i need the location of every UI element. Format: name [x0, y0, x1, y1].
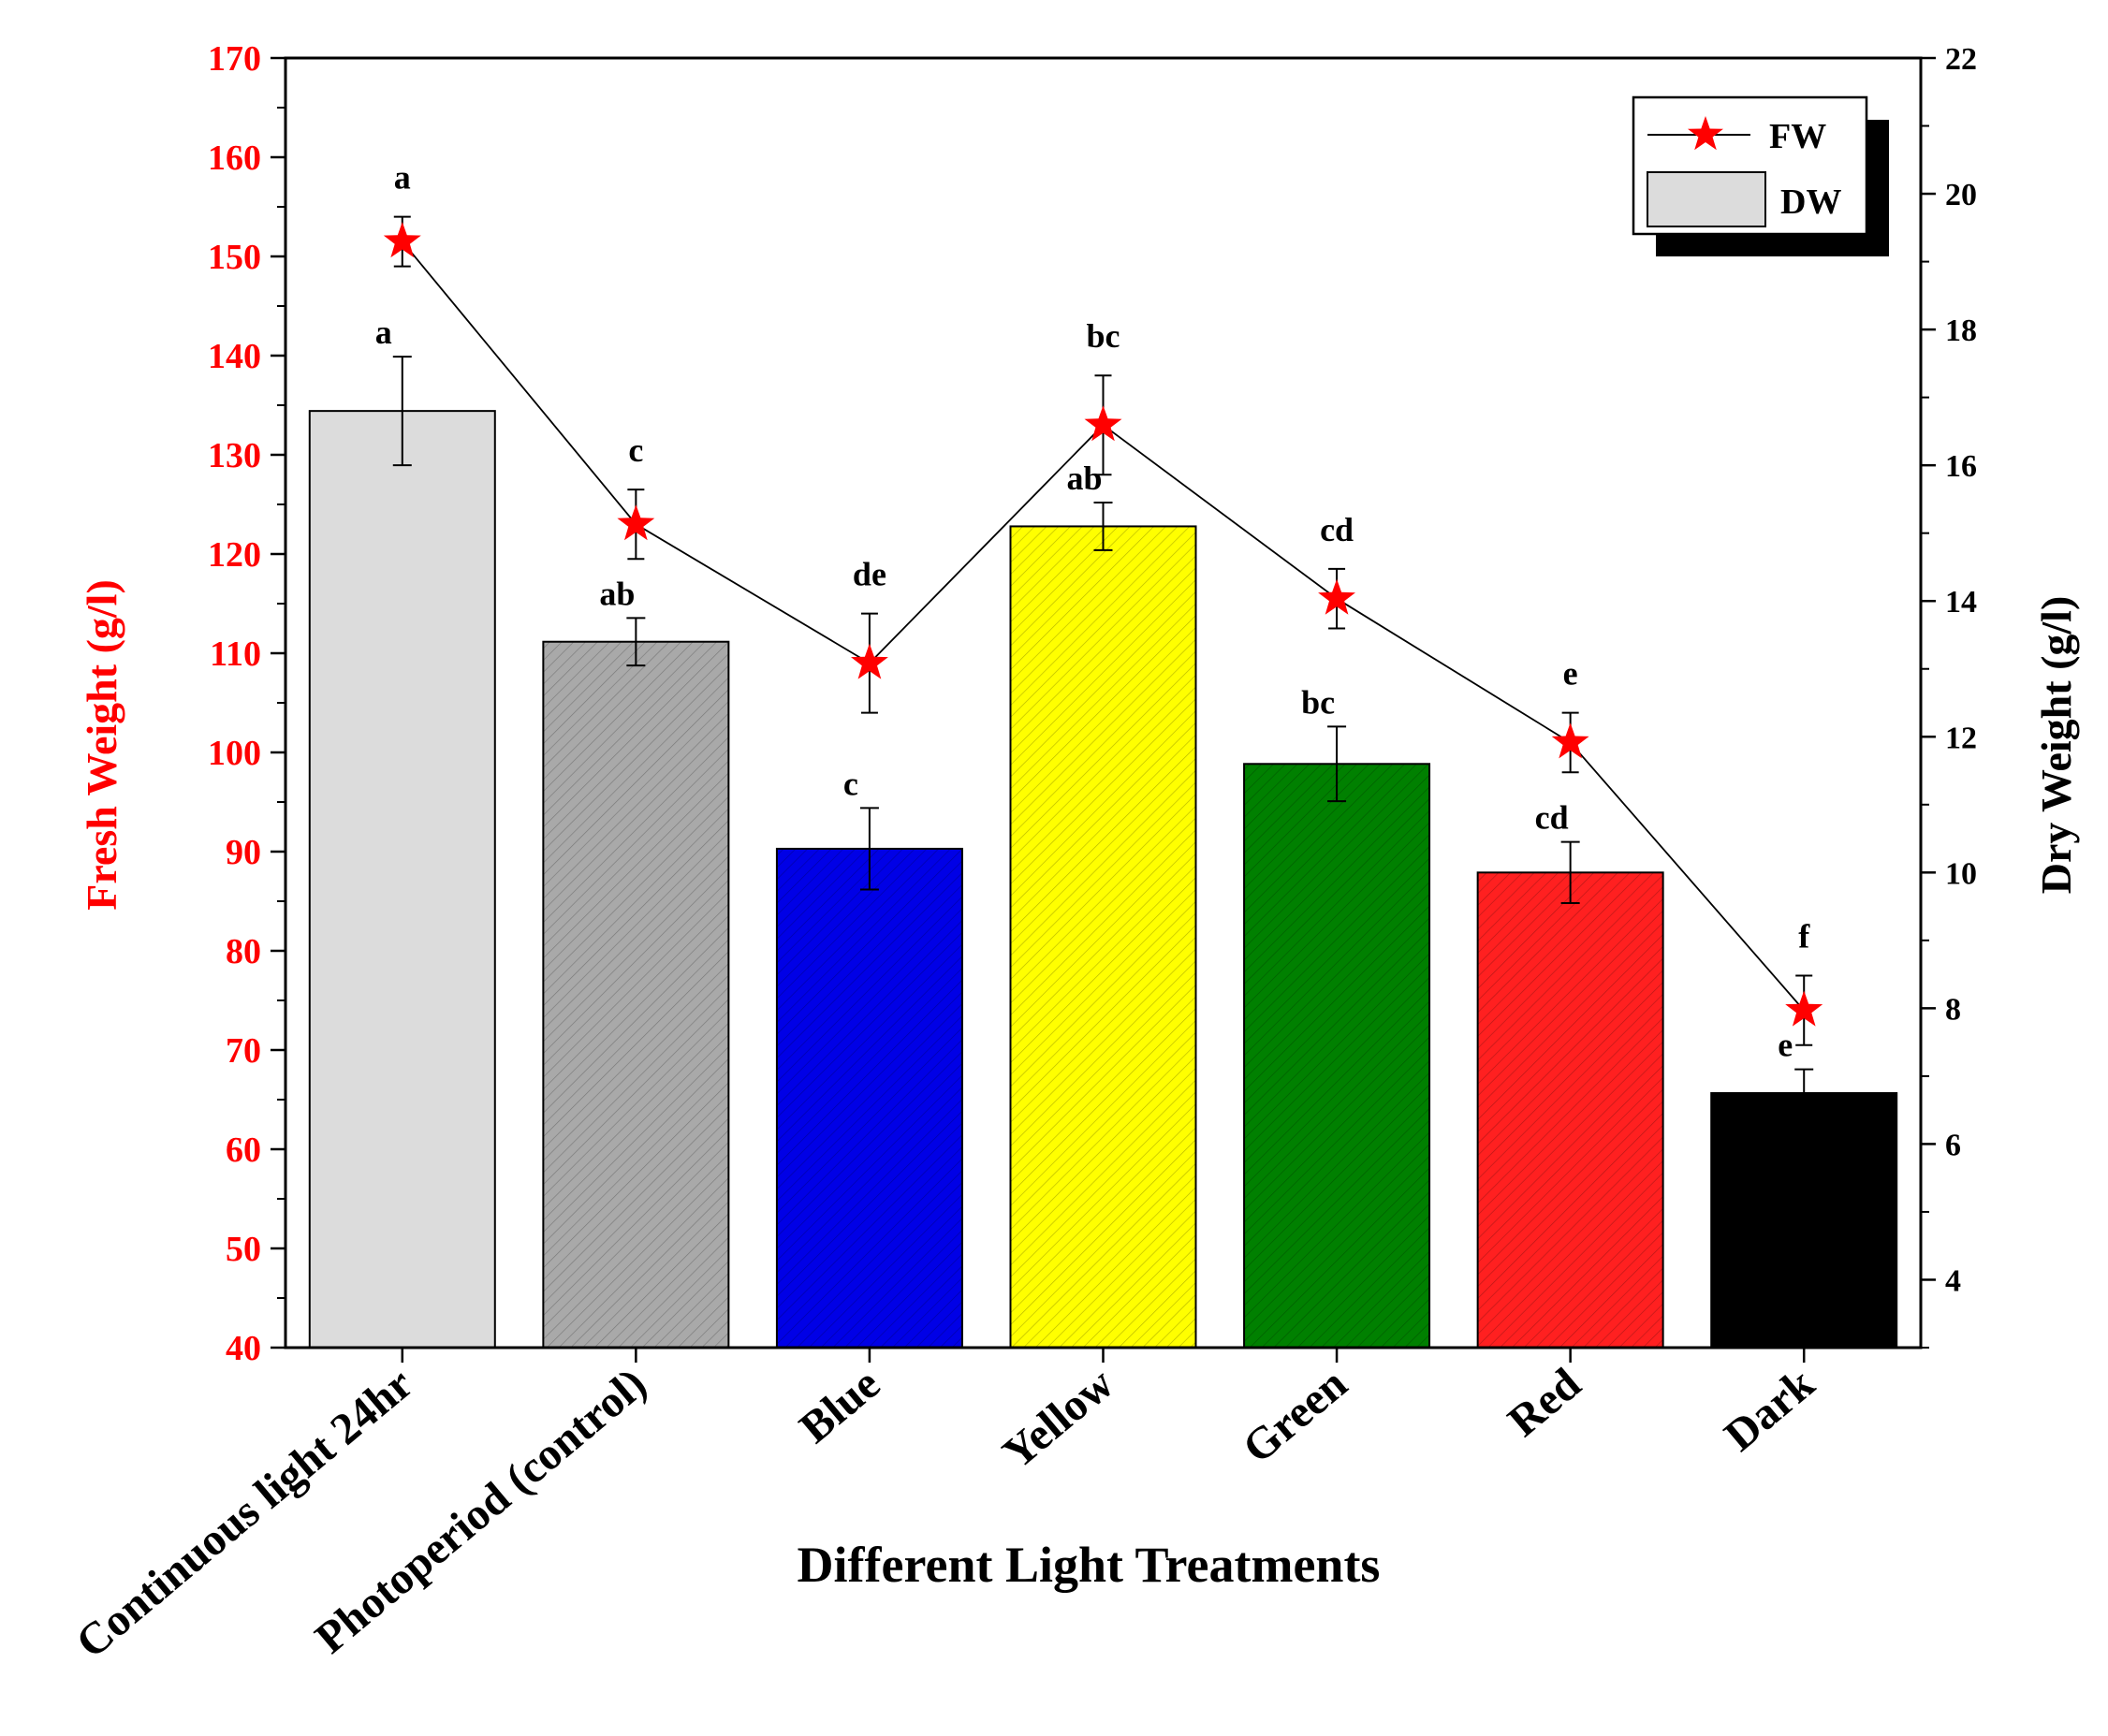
- fw-star-marker: [851, 643, 888, 679]
- left-tick-label: 70: [226, 1031, 261, 1071]
- dw-letter: e: [1778, 1027, 1793, 1064]
- left-tick-label: 150: [208, 238, 261, 277]
- dw-bar-hatch: [1010, 526, 1196, 1348]
- dw-bar: [308, 410, 496, 1349]
- legend-dw-label: DW: [1780, 182, 1841, 222]
- x-tick-label: Red: [1499, 1359, 1590, 1447]
- right-tick-label: 8: [1945, 992, 1961, 1027]
- left-tick-label: 170: [208, 39, 261, 79]
- left-tick-label: 40: [226, 1329, 261, 1368]
- dw-letter: cd: [1535, 799, 1569, 837]
- legend-dw-swatch: [1647, 171, 1766, 227]
- x-tick-label: Green: [1234, 1359, 1356, 1473]
- left-tick-label: 110: [210, 635, 261, 674]
- left-tick-label: 100: [208, 734, 261, 773]
- dw-letter: a: [375, 314, 392, 351]
- dw-letter: bc: [1301, 683, 1335, 721]
- x-axis-label: Different Light Treatments: [798, 1537, 1381, 1593]
- x-tick-label: Dark: [1716, 1359, 1824, 1461]
- left-tick-label: 80: [226, 932, 261, 971]
- dw-letter: c: [843, 765, 858, 802]
- fw-letter: f: [1798, 918, 1810, 956]
- fw-star-marker: [1084, 405, 1122, 442]
- fw-star-marker: [1785, 990, 1823, 1027]
- fw-line-layer: [383, 215, 1823, 1046]
- fw-star-marker: [1551, 722, 1589, 759]
- left-tick-label: 160: [208, 139, 261, 178]
- left-tick-label: 90: [226, 833, 261, 872]
- legend: FW DW: [1632, 95, 1889, 256]
- right-tick-label: 16: [1945, 449, 1977, 484]
- fw-letter: cd: [1320, 511, 1354, 548]
- right-axis: 4 6 8 10 12 14 16 18 20 22: [1921, 42, 1977, 1349]
- dw-bar-hatch: [1711, 1093, 1897, 1348]
- left-tick-label: 50: [226, 1230, 261, 1269]
- left-axis: 40 50 60 70 80 90 100 110 120 130 140 150 160 170: [208, 39, 285, 1368]
- right-tick-label: 12: [1945, 721, 1977, 755]
- fw-star-marker: [1318, 578, 1355, 615]
- right-tick-label: 4: [1945, 1263, 1961, 1298]
- right-tick-label: 18: [1945, 314, 1977, 348]
- bar-errors-layer: [392, 356, 1814, 1118]
- dw-bar-hatch: [776, 848, 962, 1348]
- left-tick-label: 140: [208, 337, 261, 376]
- right-tick-label: 22: [1945, 42, 1977, 77]
- fw-letter: e: [1563, 655, 1578, 693]
- dw-bar-hatch: [1477, 872, 1663, 1348]
- fw-letter: a: [394, 159, 411, 197]
- right-tick-label: 6: [1945, 1128, 1961, 1162]
- dw-bar-hatch: [1244, 764, 1430, 1348]
- left-tick-label: 130: [208, 436, 261, 475]
- legend-fw-star-icon: [1688, 116, 1723, 151]
- fw-star-marker: [617, 504, 655, 541]
- left-axis-label: Fresh Weight (g/l): [78, 579, 125, 911]
- dw-letter: ab: [1066, 460, 1102, 497]
- fw-star-marker: [383, 222, 421, 258]
- fw-letter: de: [853, 556, 886, 593]
- bars-layer: [308, 410, 1898, 1349]
- right-tick-label: 14: [1945, 585, 1977, 620]
- fw-letter: c: [628, 431, 643, 469]
- legend-fw-label: FW: [1769, 117, 1826, 156]
- right-tick-label: 10: [1945, 856, 1977, 891]
- dw-bar-hatch: [543, 641, 729, 1348]
- left-tick-label: 120: [208, 535, 261, 575]
- right-tick-label: 20: [1945, 178, 1977, 212]
- right-axis-label: Dry Weight (g/l): [2032, 596, 2080, 895]
- x-tick-label: Blue: [790, 1359, 889, 1453]
- left-tick-label: 60: [226, 1131, 261, 1170]
- dw-letter: ab: [599, 575, 635, 612]
- fw-letter: bc: [1087, 317, 1120, 355]
- x-tick-label: Yellow: [993, 1359, 1122, 1479]
